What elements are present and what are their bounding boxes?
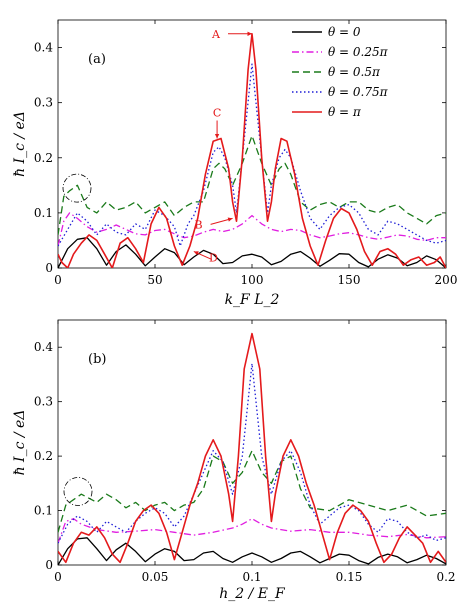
legend: θ = 0 θ = 0.25π θ = 0.5π θ = 0.75π θ = π	[292, 25, 389, 119]
annotation-arrowhead	[247, 31, 252, 36]
annotation-arrowhead	[227, 217, 233, 222]
plot-frame	[57, 19, 447, 269]
y-tick-label: 0	[45, 261, 53, 275]
series-line-1	[58, 212, 446, 247]
legend-entry: θ = 0.25π	[328, 45, 389, 59]
panel-label: (a)	[88, 52, 106, 67]
x-tick-label: 50	[147, 273, 162, 287]
annotation-label: D	[209, 251, 218, 264]
series-group	[58, 332, 446, 565]
y-axis-label: ħ I_c / eΔ	[12, 111, 28, 177]
legend-entry: θ = 0.75π	[328, 85, 389, 99]
y-tick-label: 0.3	[34, 395, 53, 409]
series-line-3	[58, 63, 446, 247]
series-line-1	[58, 518, 446, 544]
panel-b: 0 0.05 0.1 0.15 0.2 0 0.1 0.2 0.3 0.4 h_2 / E_F ħ I…	[12, 319, 456, 602]
y-axis-label: ħ I_c / eΔ	[12, 410, 28, 476]
series-line-0	[58, 237, 446, 268]
x-tick-label: 0	[54, 273, 62, 287]
y-tick-label: 0.3	[34, 96, 53, 110]
y-tick-label: 0	[45, 558, 53, 572]
x-tick-label: 0.15	[336, 570, 363, 584]
x-tick-label: 0	[54, 570, 62, 584]
legend-entry: θ = 0	[328, 25, 361, 39]
annotation-label: B	[195, 218, 203, 231]
x-axis-label: h_2 / E_F	[219, 586, 286, 602]
y-tick-label: 0.4	[34, 41, 53, 55]
series-line-2	[58, 135, 446, 235]
series-line-4	[58, 332, 446, 564]
plot-frame	[57, 319, 447, 566]
x-tick-label: 0.2	[436, 570, 455, 584]
y-tick-label: 0.1	[34, 206, 53, 220]
y-tick-label: 0.2	[34, 151, 53, 165]
panel-a: 0 50 100 150 200 0 0.1 0.2 0.3 0.4 k_F L_2 ħ I_c / …	[12, 19, 457, 308]
panel-label: (b)	[88, 352, 106, 367]
annotation-label: A	[211, 28, 221, 41]
y-tick-label: 0.2	[34, 449, 53, 463]
x-tick-label: 100	[241, 273, 264, 287]
annotation-arrowhead	[193, 251, 199, 256]
annotation-label: C	[213, 106, 221, 119]
x-tick-label: 150	[338, 273, 361, 287]
annotation-arrowhead	[214, 133, 220, 139]
x-axis-label: k_F L_2	[225, 292, 280, 308]
y-tick-label: 0.4	[34, 340, 53, 354]
x-tick-label: 0.05	[142, 570, 169, 584]
series-group	[58, 33, 446, 268]
highlight-circle	[63, 477, 93, 506]
series-line-3	[58, 362, 446, 544]
series-line-0	[58, 537, 446, 565]
highlight-circle	[62, 173, 92, 203]
legend-entry: θ = 0.5π	[328, 65, 381, 79]
legend-entry: θ = π	[328, 105, 362, 119]
y-tick-label: 0.1	[34, 504, 53, 518]
x-tick-label: 200	[435, 273, 457, 287]
series-line-2	[58, 450, 446, 533]
x-tick-label: 0.1	[242, 570, 261, 584]
